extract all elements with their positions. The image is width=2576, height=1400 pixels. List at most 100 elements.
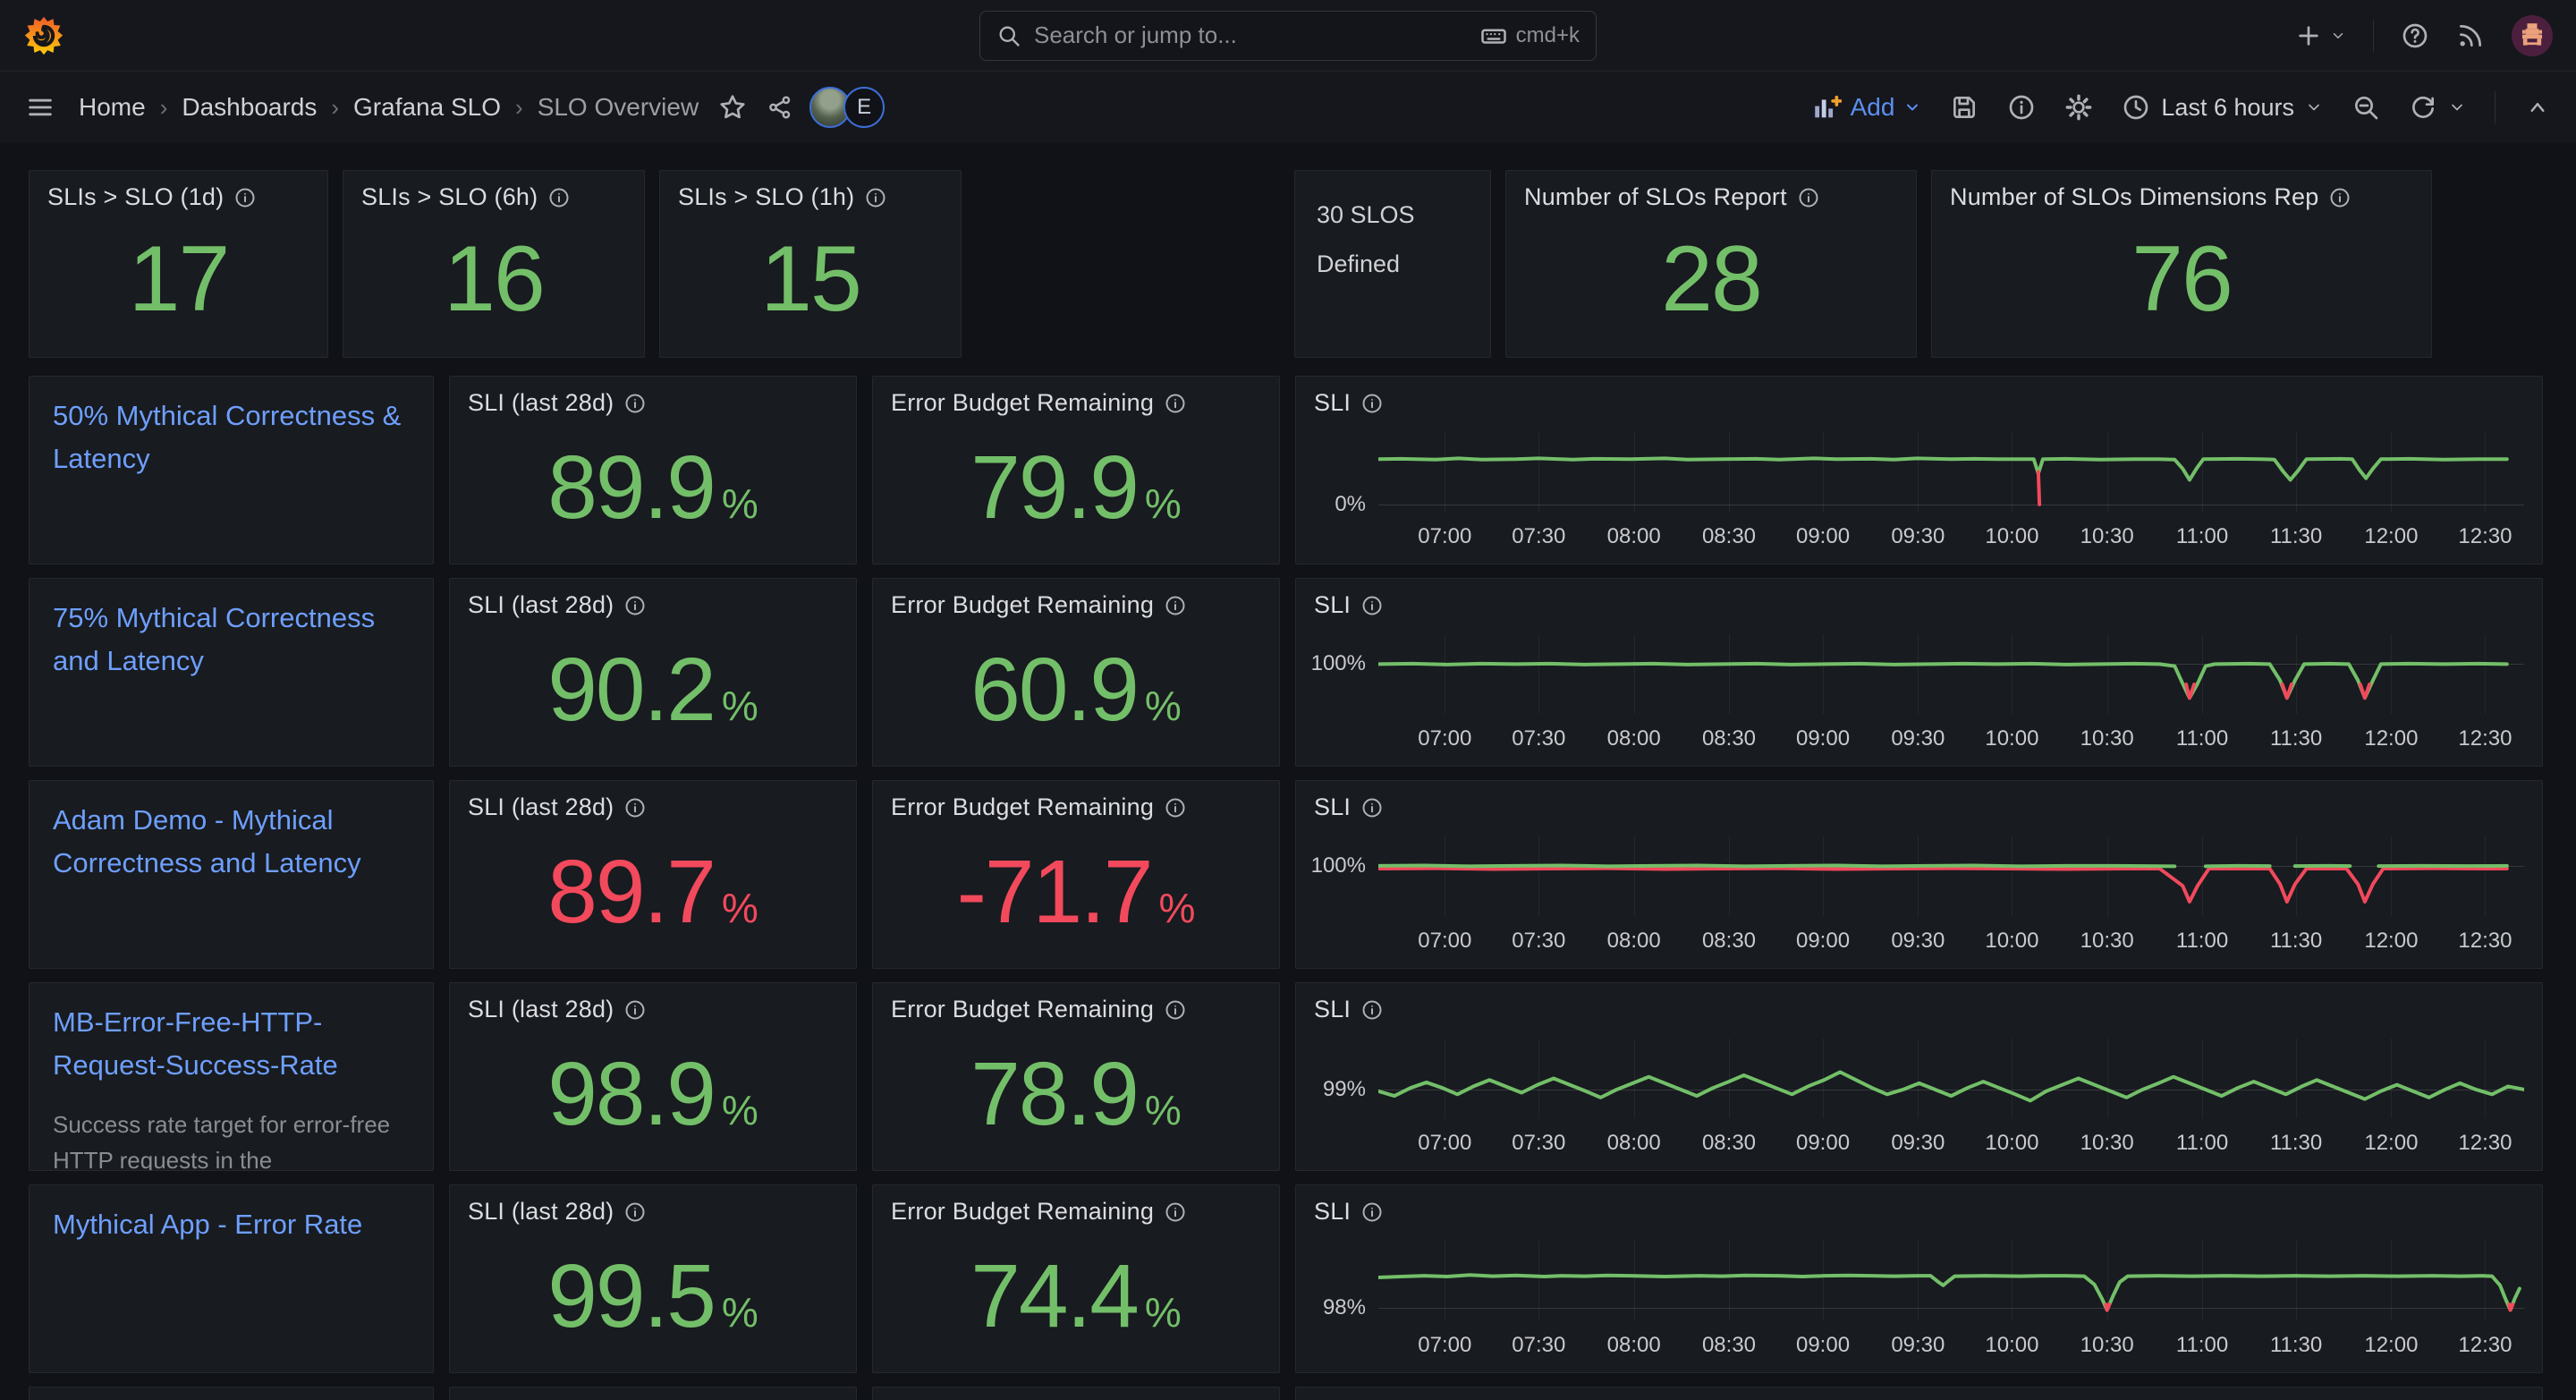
info-icon[interactable] [1361, 595, 1383, 616]
info-icon[interactable] [2329, 187, 2351, 208]
slo-name-link[interactable]: MB-Error-Free-HTTP-Request-Success-Rate [53, 1006, 338, 1081]
x-tick-label: 11:30 [2269, 1333, 2323, 1357]
info-icon[interactable] [1165, 393, 1186, 414]
x-tick-label: 12:00 [2364, 524, 2419, 548]
y-axis: 100% [1311, 836, 1378, 916]
x-tick-label: 11:00 [2175, 929, 2229, 953]
slo-name-link[interactable]: Adam Demo - Mythical Correctness and Lat… [53, 804, 361, 878]
info-icon[interactable] [624, 393, 646, 414]
v-gridline [1633, 836, 1635, 916]
refresh-button[interactable] [2409, 93, 2466, 122]
slo-name-panel: 75% Mythical Correctness and Latency [29, 578, 434, 767]
info-icon[interactable] [1165, 595, 1186, 616]
x-tick-label: 12:30 [2458, 1131, 2512, 1155]
x-tick-label: 07:30 [1512, 929, 1566, 953]
error-budget-panel [872, 1387, 1280, 1400]
v-gridline [1918, 634, 1919, 714]
info-icon[interactable] [548, 187, 570, 208]
timeseries-chart: 100% 07:00 07:30 08:00 08:30 09:00 09:30 10:00… [1311, 634, 2524, 757]
stat-value: 28 [1661, 226, 1763, 331]
new-menu-button[interactable] [2294, 21, 2346, 50]
search-placeholder: Search or jump to... [1034, 21, 1237, 48]
info-icon[interactable] [624, 595, 646, 616]
share-button[interactable] [767, 94, 793, 121]
info-icon[interactable] [624, 999, 646, 1021]
x-tick-label: 10:30 [2080, 524, 2134, 548]
error-budget-panel: Error Budget Remaining 79.9% [872, 376, 1280, 564]
slo-name-link[interactable]: 50% Mythical Correctness & Latency [53, 400, 402, 474]
dashboard-insights-button[interactable] [2007, 93, 2036, 122]
x-tick-label: 09:00 [1795, 1131, 1851, 1155]
info-icon[interactable] [1361, 1201, 1383, 1223]
slo-name-link[interactable]: 75% Mythical Correctness and Latency [53, 602, 376, 676]
stats-row: SLIs > SLO (1d) 17 SLIs > SLO (6h) 16 SL… [29, 170, 2544, 358]
x-tick-label: 11:30 [2269, 524, 2323, 548]
x-tick-label: 09:30 [1891, 1333, 1945, 1357]
x-tick-label: 07:30 [1512, 1333, 1566, 1357]
save-dashboard-button[interactable] [1950, 93, 1979, 122]
grafana-logo-icon[interactable] [23, 15, 64, 56]
panel-title: SLI [1314, 389, 1352, 416]
x-tick-label: 12:00 [2364, 929, 2419, 953]
x-tick-label: 10:30 [2080, 726, 2134, 751]
slo-name-panel: 50% Mythical Correctness & Latency [29, 376, 434, 564]
info-icon[interactable] [1165, 1201, 1186, 1223]
sli-value-panel: SLI (last 28d) 99.5% [449, 1184, 857, 1373]
v-gridline [2485, 836, 2487, 916]
breadcrumb-separator: › [331, 93, 340, 121]
error-budget-panel: Error Budget Remaining 60.9% [872, 578, 1280, 767]
panel-title: SLIs > SLO (6h) [361, 183, 538, 210]
plot-area[interactable]: 07:00 07:30 08:00 08:30 09:00 09:30 10:00 10:30… [1378, 432, 2524, 548]
plot-area[interactable]: 07:00 07:30 08:00 08:30 09:00 09:30 10:00 10:30… [1378, 1039, 2524, 1155]
search-input[interactable]: Search or jump to... cmd+k [979, 10, 1597, 61]
info-icon[interactable] [624, 1201, 646, 1223]
y-axis: 98% [1312, 1241, 1378, 1320]
info-icon[interactable] [1165, 797, 1186, 819]
info-icon[interactable] [1361, 393, 1383, 414]
info-icon[interactable] [624, 797, 646, 819]
series-breach [2038, 472, 2039, 505]
news-button[interactable] [2456, 21, 2485, 50]
help-button[interactable] [2401, 21, 2429, 50]
info-icon[interactable] [1165, 999, 1186, 1021]
slo-row: Adam Demo - Mythical Correctness and Lat… [29, 780, 2544, 969]
user-avatar[interactable] [2512, 14, 2553, 56]
v-gridline [1918, 432, 1919, 512]
favorite-button[interactable] [718, 93, 747, 122]
series-sli-1 [1378, 865, 2174, 866]
v-gridline [1633, 432, 1635, 512]
slo-name-link[interactable]: Mythical App - Error Rate [53, 1209, 363, 1240]
plot-area[interactable]: 07:00 07:30 08:00 08:30 09:00 09:30 10:00 10:30… [1378, 1241, 2524, 1357]
mega-menu-button[interactable] [25, 92, 55, 123]
x-tick-label: 12:30 [2458, 524, 2512, 548]
info-icon[interactable] [1361, 797, 1383, 819]
sli-value: 90.2% [547, 640, 758, 740]
x-tick-label: 11:30 [2269, 1131, 2323, 1155]
collaborator-badge[interactable]: E [843, 87, 886, 128]
breadcrumb-folder[interactable]: Grafana SLO [353, 93, 502, 121]
chevron-down-icon [2333, 32, 2343, 38]
plot-area[interactable]: 07:00 07:30 08:00 08:30 09:00 09:30 10:00 10:30… [1378, 836, 2524, 953]
plot-area[interactable]: 07:00 07:30 08:00 08:30 09:00 09:30 10:00 10:30… [1378, 634, 2524, 751]
dashboard-settings-button[interactable] [2064, 93, 2093, 122]
x-tick-label: 07:00 [1418, 929, 1472, 953]
info-icon[interactable] [1798, 187, 1819, 208]
info-icon[interactable] [865, 187, 886, 208]
x-tick-label: 09:00 [1795, 524, 1851, 548]
info-icon[interactable] [234, 187, 256, 208]
sli-value: 98.9% [547, 1044, 758, 1144]
hamburger-icon [29, 98, 52, 116]
timeseries-chart: 0% 07:00 07:30 08:00 08:30 09:00 09:30 10:00 10… [1312, 432, 2524, 555]
collapse-toolbar-button[interactable] [2524, 94, 2551, 121]
x-tick-label: 09:00 [1795, 1333, 1851, 1357]
dashboard-canvas: SLIs > SLO (1d) 17 SLIs > SLO (6h) 16 SL… [0, 143, 2576, 1400]
breadcrumb-home[interactable]: Home [79, 93, 146, 121]
zoom-out-button[interactable] [2351, 93, 2380, 122]
breadcrumb-dashboards[interactable]: Dashboards [182, 93, 318, 121]
v-gridline [2106, 1241, 2108, 1320]
time-range-picker[interactable]: Last 6 hours [2122, 93, 2323, 122]
slo-name-panel: MB-Error-Free-HTTP-Request-Success-Rate … [29, 982, 434, 1171]
add-panel-button[interactable]: Add [1811, 92, 1922, 123]
sli-value: 89.7% [547, 842, 758, 942]
info-icon[interactable] [1361, 999, 1383, 1021]
